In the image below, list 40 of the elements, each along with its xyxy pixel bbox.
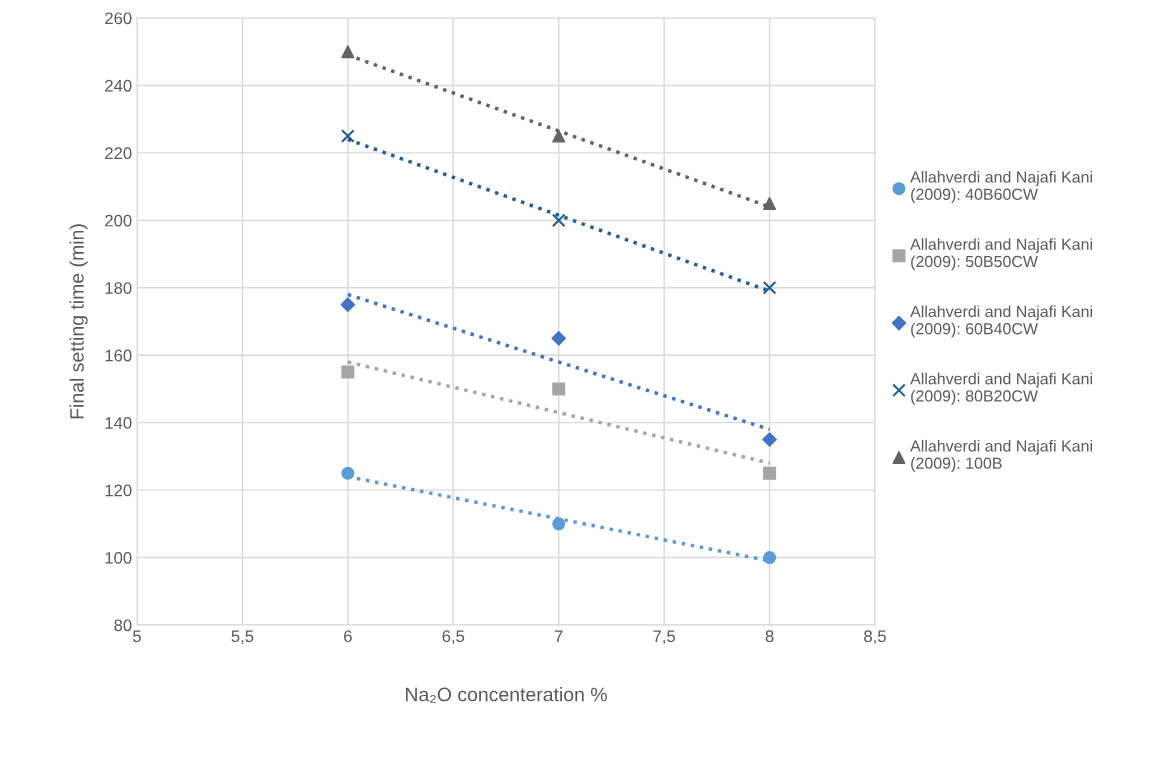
x-tick-label: 8,5 <box>864 630 886 645</box>
point <box>552 382 566 396</box>
legend-label: Allahverdi and Najafi Kani (2009): 80B20CW <box>910 372 1092 405</box>
x-tick-label: 5 <box>133 630 141 643</box>
point <box>763 196 777 210</box>
point <box>552 129 566 143</box>
x-tick-label: 7 <box>554 630 563 642</box>
y-tick-label: 260 <box>105 12 132 25</box>
y-tick-label: 180 <box>105 282 132 294</box>
x-tick-label: 5,5 <box>231 630 254 645</box>
point <box>341 466 355 480</box>
point <box>762 280 777 295</box>
y-tick-label: 160 <box>105 349 132 362</box>
point <box>341 45 355 59</box>
y-tick-label: 120 <box>105 484 132 497</box>
point <box>551 213 566 228</box>
legend-label: Allahverdi and Najafi Kani (2009): 40B60CW <box>910 170 1092 204</box>
legend-label: Allahverdi and Najafi Kani (2009): 60B40CW <box>910 305 1092 338</box>
point <box>763 551 777 565</box>
point <box>340 297 356 312</box>
point <box>763 466 777 480</box>
y-axis-title: Final setting time (min) <box>69 224 88 419</box>
x-tick-label: 6,5 <box>442 630 465 645</box>
y-tick-label: 220 <box>105 147 132 160</box>
y-tick-label: 240 <box>105 79 132 92</box>
y-tick-label: 80 <box>114 619 132 632</box>
point <box>341 365 355 379</box>
point <box>341 129 355 143</box>
x-tick-label: 8 <box>765 630 774 643</box>
x-tick-label: 6 <box>344 630 352 643</box>
x-axis-title: Na₂O concenteration % <box>406 687 607 703</box>
point <box>551 331 566 346</box>
y-tick-label: 200 <box>105 214 132 227</box>
point <box>552 517 566 531</box>
legend-label: Allahverdi and Najafi Kani (2009): 100B <box>910 439 1092 472</box>
x-tick-label: 7,5 <box>653 630 676 645</box>
y-tick-label: 140 <box>105 417 132 429</box>
legend-label: Allahverdi and Najafi Kani (2009): 50B50CW <box>910 238 1092 271</box>
point <box>762 432 777 447</box>
y-tick-label: 100 <box>105 551 132 564</box>
